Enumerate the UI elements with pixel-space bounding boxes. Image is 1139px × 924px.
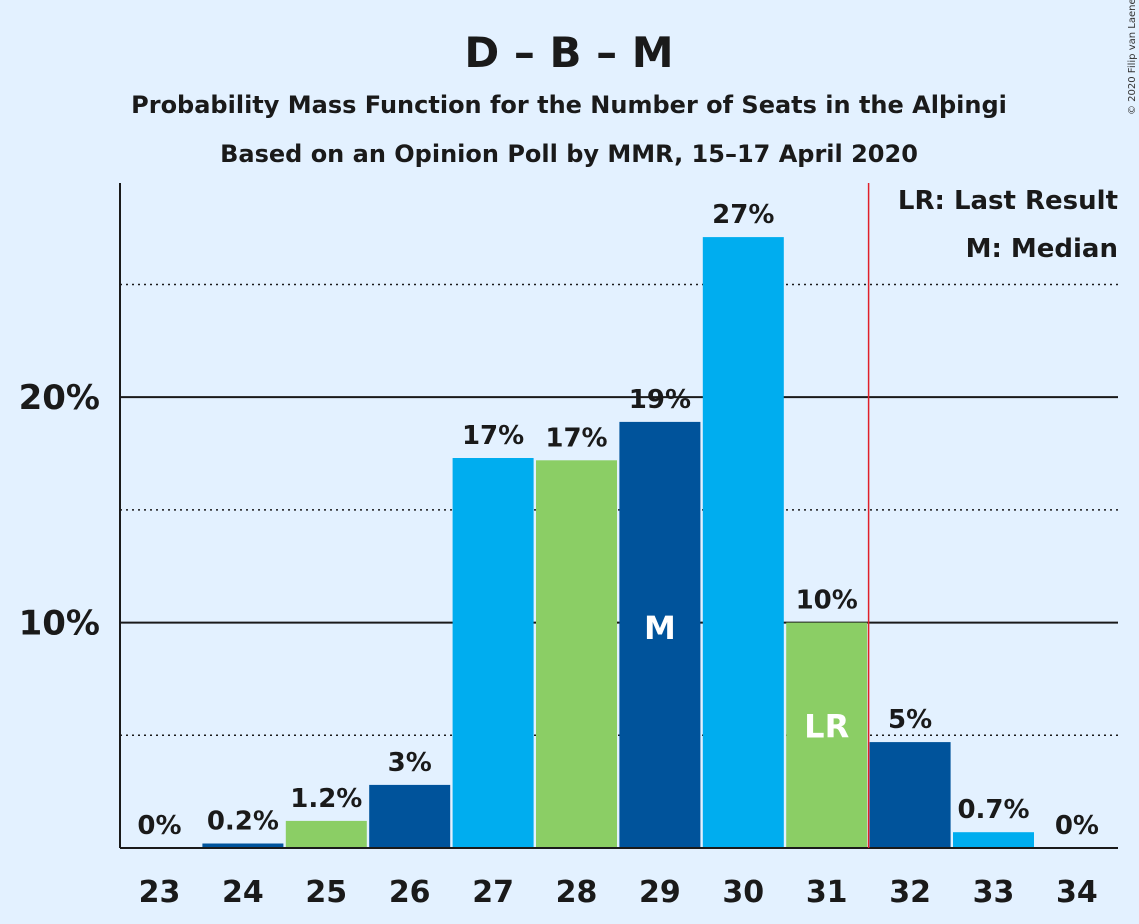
- bar-27: [452, 458, 534, 848]
- x-tick-34: 34: [1056, 875, 1098, 910]
- x-tick-30: 30: [722, 875, 764, 910]
- value-label-33: 0.7%: [957, 795, 1029, 825]
- value-label-30: 27%: [712, 200, 774, 230]
- chart-subtitle-line2: Based on an Opinion Poll by MMR, 15–17 A…: [220, 140, 918, 168]
- value-label-27: 17%: [462, 421, 524, 451]
- x-tick-29: 29: [639, 875, 681, 910]
- legend-median: M: Median: [966, 234, 1118, 264]
- value-label-31: 10%: [796, 586, 858, 616]
- x-tick-25: 25: [305, 875, 347, 910]
- legend-last-result: LR: Last Result: [898, 186, 1118, 216]
- x-tick-28: 28: [556, 875, 598, 910]
- gridlines: [120, 283, 1118, 737]
- x-tick-23: 23: [139, 875, 181, 910]
- value-label-24: 0.2%: [207, 807, 279, 837]
- chart-subtitle-line1: Probability Mass Function for the Number…: [131, 91, 1007, 119]
- x-tick-33: 33: [973, 875, 1015, 910]
- bar-28: [536, 460, 617, 848]
- bars-group: [202, 237, 1034, 849]
- value-labels-group: 0% 0.2% 1.2% 3% 17% 17% 19% M 27% 10% LR 5% 0.7% 0%: [137, 200, 1099, 841]
- bar-24: [202, 843, 284, 848]
- bar-32: [869, 742, 951, 848]
- x-tick-labels: 23 24 25 26 27 28 29 30 31 32 33 34: [139, 875, 1098, 910]
- value-label-25: 1.2%: [290, 784, 362, 814]
- x-tick-32: 32: [889, 875, 931, 910]
- y-tick-labels: 10% 20%: [19, 378, 100, 643]
- value-label-23: 0%: [137, 811, 181, 841]
- value-label-28: 17%: [545, 423, 607, 453]
- value-label-29: 19%: [629, 385, 691, 415]
- y-tick-20: 20%: [19, 378, 100, 418]
- x-tick-26: 26: [389, 875, 431, 910]
- bar-33: [953, 832, 1034, 848]
- chart-title: D – B – M: [464, 28, 673, 77]
- median-marker: M: [644, 609, 676, 647]
- x-tick-24: 24: [222, 875, 264, 910]
- value-label-26: 3%: [388, 748, 432, 778]
- value-label-32: 5%: [888, 705, 932, 735]
- bar-29: [619, 421, 701, 848]
- value-label-34: 0%: [1055, 811, 1099, 841]
- bar-25: [285, 820, 367, 848]
- x-tick-27: 27: [472, 875, 514, 910]
- bar-31: [786, 622, 868, 848]
- bar-26: [369, 784, 451, 848]
- copyright-notice: © 2020 Filip van Laenen: [1127, 0, 1138, 115]
- last-result-marker: LR: [804, 708, 849, 746]
- bar-30: [702, 237, 784, 849]
- x-tick-31: 31: [806, 875, 848, 910]
- y-tick-10: 10%: [19, 604, 100, 644]
